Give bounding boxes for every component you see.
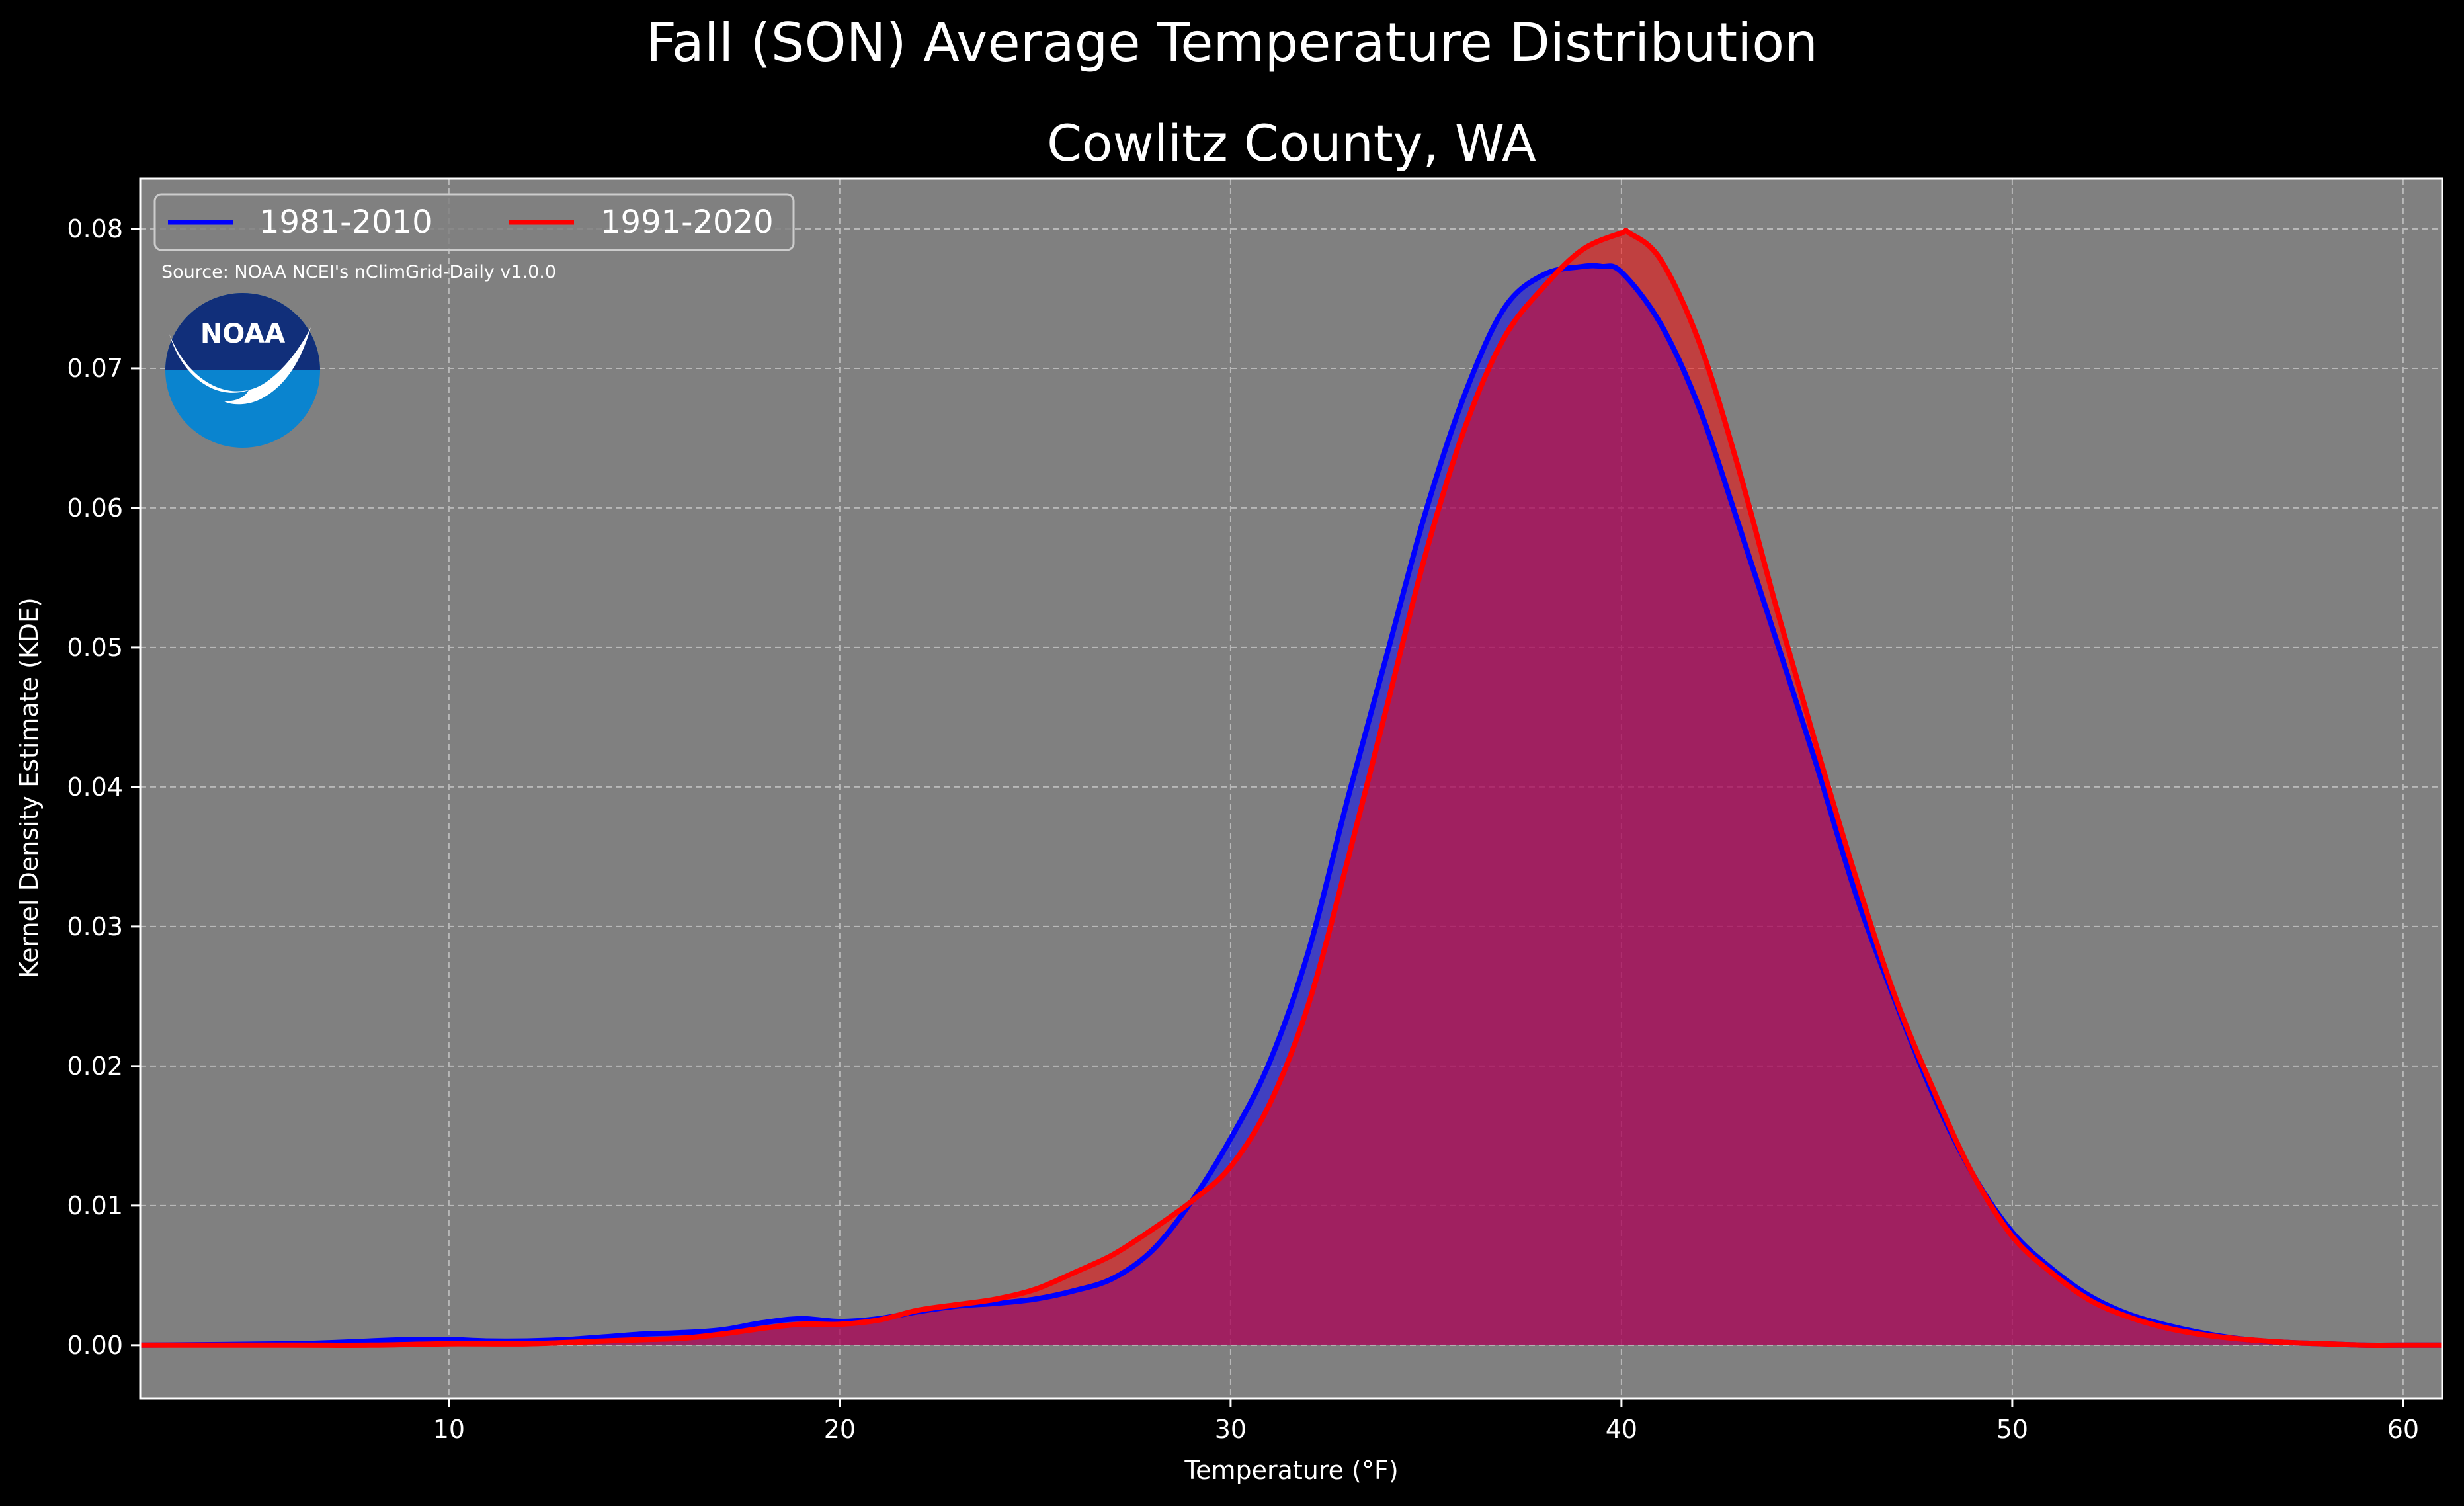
series-lines bbox=[140, 228, 2442, 1348]
series-area-1991-2020 bbox=[140, 230, 2442, 1345]
x-axis-ticks: 10 20 30 40 50 60 bbox=[433, 1398, 2419, 1444]
y-tick-label: 0.06 bbox=[67, 493, 123, 523]
y-tick-label: 0.05 bbox=[67, 633, 123, 662]
y-axis-label: Kernel Density Estimate (KDE) bbox=[15, 597, 44, 978]
y-axis-ticks: 0.00 0.01 0.02 0.03 0.04 0.05 0.06 0.07 0.08 bbox=[67, 214, 140, 1360]
x-tick-label: 40 bbox=[1606, 1415, 1637, 1444]
x-axis-label: Temperature (°F) bbox=[1184, 1456, 1398, 1485]
legend-box bbox=[153, 193, 795, 251]
y-tick-label: 0.01 bbox=[67, 1191, 123, 1220]
series-line-1991-2020 bbox=[140, 228, 2442, 1348]
x-tick-label: 10 bbox=[433, 1415, 465, 1444]
y-tick-label: 0.00 bbox=[67, 1331, 123, 1360]
legend-label-1991-2020: 1991-2020 bbox=[600, 204, 774, 241]
y-tick-label: 0.04 bbox=[67, 773, 123, 802]
noaa-logo-text: NOAA bbox=[200, 319, 285, 349]
noaa-logo-top bbox=[165, 293, 320, 370]
y-tick-label: 0.08 bbox=[67, 214, 123, 243]
y-tick-label: 0.07 bbox=[67, 354, 123, 383]
chart-suptitle: Fall (SON) Average Temperature Distribut… bbox=[646, 12, 1818, 73]
x-tick-label: 20 bbox=[824, 1415, 856, 1444]
legend-label-1981-2010: 1981-2010 bbox=[259, 204, 432, 241]
x-tick-label: 50 bbox=[1996, 1415, 2028, 1444]
x-tick-label: 60 bbox=[2387, 1415, 2419, 1444]
source-note: Source: NOAA NCEI's nClimGrid-Daily v1.0… bbox=[161, 262, 556, 282]
noaa-logo-gull-icon bbox=[169, 327, 311, 405]
legend: 1981-2010 1991-2020 bbox=[153, 193, 795, 251]
chart-title: Cowlitz County, WA bbox=[1047, 114, 1536, 173]
plot-area bbox=[139, 177, 2443, 1400]
series-line-1981-2010 bbox=[140, 263, 2442, 1348]
plot-border bbox=[139, 177, 2443, 1400]
noaa-logo: NOAA bbox=[165, 293, 320, 448]
y-tick-label: 0.02 bbox=[67, 1052, 123, 1081]
series-fills bbox=[140, 230, 2442, 1345]
y-tick-label: 0.03 bbox=[67, 912, 123, 941]
x-tick-label: 30 bbox=[1215, 1415, 1247, 1444]
